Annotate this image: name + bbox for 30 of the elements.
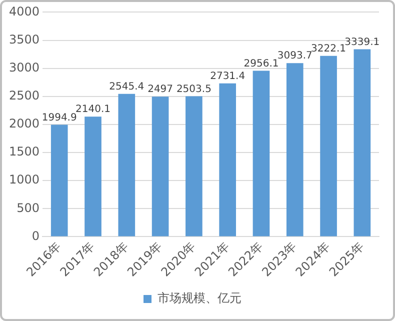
data-label: 2731.4 [210, 71, 246, 82]
bar [186, 96, 202, 236]
bar [152, 96, 169, 236]
y-tick-label: 3500 [8, 32, 40, 46]
bar [286, 63, 304, 236]
legend-label: 市场规模、亿元 [158, 291, 242, 306]
y-tick-label: 1000 [8, 172, 40, 187]
data-label: 3093.7 [277, 50, 312, 62]
bar [252, 70, 270, 236]
bar [320, 56, 337, 236]
bar [118, 94, 136, 236]
data-label: 3339.1 [344, 36, 380, 48]
data-label: 2545.4 [109, 81, 144, 92]
data-label: 2503.5 [176, 84, 212, 95]
bar [84, 116, 102, 236]
y-tick-label: 2000 [8, 116, 40, 131]
y-tick-label: 500 [16, 200, 40, 215]
bar [354, 49, 371, 236]
data-label: 3222.1 [311, 43, 346, 54]
y-tick-label: 3000 [8, 60, 40, 74]
data-label: 2140.1 [76, 104, 111, 116]
y-tick-label: 1500 [8, 144, 40, 159]
data-label: 1994.9 [42, 112, 77, 124]
y-tick-label: 4000 [8, 4, 40, 18]
y-tick-label: 0 [32, 228, 40, 243]
y-tick-label: 2500 [8, 88, 40, 103]
bar [50, 124, 68, 236]
data-label: 2956.1 [244, 58, 279, 70]
data-label: 2497 [148, 84, 174, 96]
bar [219, 83, 236, 236]
